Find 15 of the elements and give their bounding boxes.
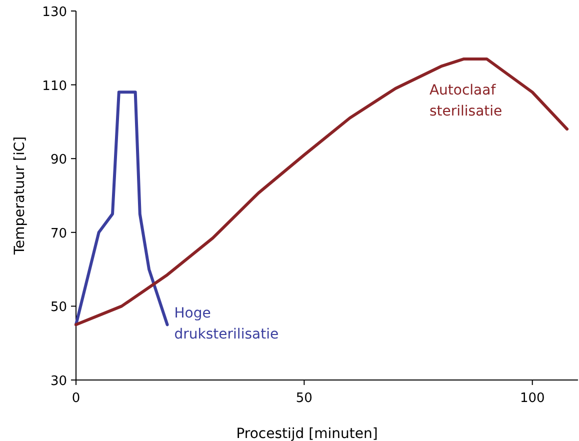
y-tick-label: 70 (50, 226, 67, 242)
series-label: Autoclaaf sterilisatie (429, 82, 502, 120)
y-tick-label: 30 (50, 374, 67, 389)
y-axis-title: Temperatuur [iC] (12, 136, 28, 256)
line-series (74, 90, 169, 326)
x-tick-label: 0 (72, 391, 80, 406)
y-tick-label: 130 (42, 5, 67, 20)
x-tick-label: 100 (520, 391, 545, 406)
series-label: Hoge druksterilisatie (174, 306, 279, 343)
line-series (74, 57, 569, 326)
y-tick-label: 50 (50, 300, 67, 316)
x-axis-title: Procestijd [minuten] (236, 426, 378, 441)
x-tick-label: 50 (296, 391, 312, 406)
y-tick-label: 90 (50, 152, 67, 168)
y-tick-label: 110 (42, 78, 67, 94)
